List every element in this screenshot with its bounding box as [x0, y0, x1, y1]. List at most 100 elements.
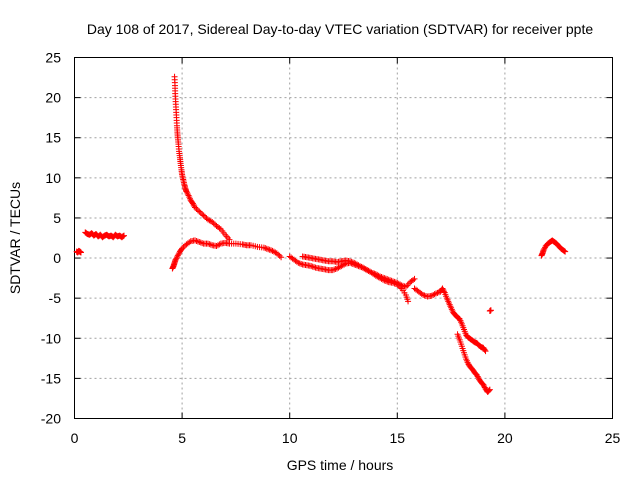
data-point [421, 292, 428, 299]
data-point [209, 218, 216, 225]
data-point [410, 276, 417, 283]
x-tick-label: 10 [282, 430, 298, 446]
x-axis-label: GPS time / hours [287, 457, 394, 473]
data-point [194, 238, 201, 245]
series-arc-g [411, 285, 489, 355]
data-point [183, 188, 190, 195]
data-point [434, 289, 441, 296]
data-point [348, 258, 355, 265]
data-point [482, 348, 489, 355]
data-point [207, 241, 214, 248]
plot-frame [74, 57, 613, 419]
data-point [197, 239, 204, 246]
data-point [382, 278, 389, 285]
data-point [192, 237, 199, 244]
data-point [206, 241, 213, 248]
data-point [184, 191, 191, 198]
data-point [384, 278, 391, 285]
data-point [120, 232, 127, 239]
series-arc-a [73, 247, 84, 256]
data-point [278, 254, 285, 261]
data-point [77, 249, 84, 256]
data-point [420, 291, 427, 298]
data-point [172, 256, 179, 263]
data-point [193, 237, 200, 244]
data-point [268, 247, 275, 254]
data-point [193, 205, 200, 212]
data-point [561, 248, 568, 255]
y-tick-label: -10 [41, 330, 61, 346]
y-tick-label: 25 [45, 50, 61, 66]
data-point [560, 247, 567, 254]
series-arc-j [538, 237, 569, 259]
data-point [175, 251, 182, 258]
y-tick-label: 0 [53, 250, 61, 266]
data-point [346, 258, 353, 265]
data-point [179, 245, 186, 252]
data-point [308, 263, 315, 270]
data-point [481, 383, 488, 390]
x-tick-label: 15 [390, 430, 406, 446]
data-points [73, 73, 569, 396]
y-tick-label: -15 [41, 370, 61, 386]
chart-title: Day 108 of 2017, Sidereal Day-to-day VTE… [87, 21, 594, 37]
data-point [486, 387, 493, 394]
data-point [405, 298, 412, 305]
data-point [216, 241, 223, 248]
data-point [349, 259, 356, 266]
data-point [474, 373, 481, 380]
data-point [263, 245, 270, 252]
data-point [199, 211, 206, 218]
y-tick-label: -20 [41, 411, 61, 427]
data-point [411, 275, 418, 282]
data-point [431, 291, 438, 298]
data-point [439, 285, 446, 292]
data-point [266, 246, 273, 253]
y-tick-label: 10 [45, 170, 61, 186]
data-point [329, 267, 336, 274]
y-tick-label: -5 [49, 290, 62, 306]
data-point [395, 282, 402, 289]
data-point [331, 266, 338, 273]
x-tick-label: 0 [71, 430, 79, 446]
data-point [216, 225, 223, 232]
data-point [540, 247, 547, 254]
data-point [192, 204, 199, 211]
x-tick-label: 5 [178, 430, 186, 446]
data-point [174, 252, 181, 259]
y-tick-label: 15 [45, 130, 61, 146]
data-point [119, 233, 126, 240]
data-point [204, 240, 211, 247]
y-axis-label: SDTVAR / TECUs [7, 182, 23, 294]
x-tick-labels: 0 5 10 15 20 25 [71, 430, 621, 446]
data-point [562, 248, 569, 255]
data-point [311, 264, 318, 271]
data-point [480, 381, 487, 388]
axis-ticks [74, 57, 613, 419]
grid-lines [74, 57, 613, 419]
data-point [194, 207, 201, 214]
data-point [433, 290, 440, 297]
series-arc-f [299, 253, 412, 305]
series-arc-i [486, 307, 494, 315]
data-point [196, 208, 203, 215]
data-point [173, 255, 180, 262]
data-point [381, 277, 388, 284]
data-point [190, 201, 197, 208]
data-point [265, 246, 272, 253]
data-point [120, 233, 127, 240]
data-point [309, 263, 316, 270]
x-tick-label: 25 [605, 430, 621, 446]
series-arc-b [82, 229, 127, 241]
data-point [260, 244, 267, 251]
data-point [481, 347, 488, 354]
data-point [202, 213, 209, 220]
data-point [275, 251, 282, 258]
y-tick-label: 5 [53, 210, 61, 226]
data-point [473, 372, 480, 379]
data-point [262, 245, 269, 252]
data-point [184, 189, 191, 196]
data-point [298, 260, 305, 267]
data-point [332, 266, 339, 273]
